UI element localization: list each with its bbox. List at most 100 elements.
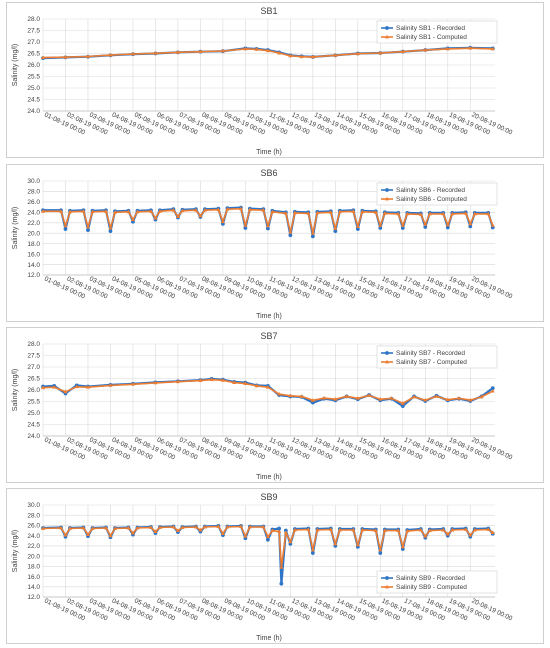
data-point-computed xyxy=(148,525,153,529)
y-tick-label: 24.0 xyxy=(27,533,40,540)
data-point-computed xyxy=(261,524,266,529)
data-point-computed xyxy=(63,223,68,228)
x-axis-label: Time (h) xyxy=(256,149,282,156)
data-point-computed xyxy=(41,385,45,390)
data-point-computed xyxy=(457,396,462,400)
data-point-computed xyxy=(490,388,495,393)
data-point-computed xyxy=(126,209,131,214)
data-point-computed xyxy=(400,223,405,227)
data-point-computed xyxy=(247,524,252,529)
data-point-computed xyxy=(220,48,225,53)
data-point-computed xyxy=(265,48,270,53)
data-point-computed xyxy=(175,528,180,532)
data-point-computed xyxy=(299,394,304,398)
data-point-computed xyxy=(283,211,288,215)
legend-marker-recorded xyxy=(385,26,389,30)
data-point-computed xyxy=(85,385,90,389)
series-line-computed xyxy=(42,47,493,59)
data-point-computed xyxy=(389,396,394,400)
series-line-computed xyxy=(43,207,494,234)
y-tick-label: 12.0 xyxy=(27,272,40,279)
data-point-computed xyxy=(265,385,270,389)
data-point-computed xyxy=(126,525,131,530)
data-point-computed xyxy=(279,565,284,569)
data-point-computed xyxy=(81,209,86,213)
y-axis-label: Salinity (mg/l) xyxy=(12,530,19,572)
data-point-computed xyxy=(400,544,405,549)
data-point-recorded xyxy=(445,225,450,230)
legend-box xyxy=(376,345,498,369)
y-tick-label: 27.0 xyxy=(27,39,40,46)
data-point-computed xyxy=(283,530,288,534)
data-point-computed xyxy=(333,397,338,401)
data-point-computed xyxy=(288,539,293,544)
data-point-recorded xyxy=(378,551,383,555)
data-point-computed xyxy=(238,206,243,211)
data-point-computed xyxy=(157,525,162,529)
data-point-computed xyxy=(373,528,378,532)
data-point-computed xyxy=(254,47,259,51)
y-tick-label: 26.5 xyxy=(27,376,40,383)
data-point-computed xyxy=(423,397,428,402)
y-tick-label: 20.0 xyxy=(27,553,40,560)
data-point-computed xyxy=(310,398,315,402)
data-point-recorded xyxy=(279,581,284,586)
data-point-computed xyxy=(198,527,203,532)
data-point-computed xyxy=(396,528,401,532)
data-point-computed xyxy=(198,213,203,218)
legend-label-recorded: Salinity SB1 - Recorded xyxy=(396,25,465,32)
data-point-computed xyxy=(41,209,45,213)
chart-svg-sb7: SB724.024.525.025.526.026.527.027.528.00… xyxy=(12,331,514,481)
y-tick-label: 24.0 xyxy=(27,433,40,440)
legend-label-computed: Salinity SB6 - Computed xyxy=(396,196,467,203)
data-point-computed xyxy=(108,225,113,230)
data-point-computed xyxy=(85,54,90,58)
data-point-computed xyxy=(486,211,491,216)
data-point-computed xyxy=(74,384,79,389)
y-tick-label: 26.5 xyxy=(27,51,40,58)
data-point-computed xyxy=(232,380,237,385)
y-tick-label: 16.0 xyxy=(27,574,40,581)
data-point-computed xyxy=(41,526,45,530)
legend-marker-computed xyxy=(385,196,389,201)
data-point-computed xyxy=(85,224,90,229)
data-point-computed xyxy=(468,46,473,50)
data-point-computed xyxy=(220,531,225,536)
y-tick-label: 28.0 xyxy=(27,189,40,196)
data-point-computed xyxy=(405,528,410,533)
legend-label-recorded: Salinity SB9 - Recorded xyxy=(396,575,465,582)
data-point-computed xyxy=(445,397,450,402)
data-point-computed xyxy=(243,223,248,227)
y-tick-label: 30.0 xyxy=(27,178,40,185)
data-point-computed xyxy=(112,210,117,214)
data-point-computed xyxy=(153,529,158,533)
data-point-recorded xyxy=(400,404,405,408)
data-point-computed xyxy=(193,524,198,529)
data-point-computed xyxy=(333,541,338,546)
data-point-computed xyxy=(378,223,383,227)
data-point-computed xyxy=(427,528,432,532)
data-point-computed xyxy=(277,50,282,55)
data-point-computed xyxy=(378,50,383,55)
data-point-computed xyxy=(382,211,387,215)
data-point-computed xyxy=(344,394,349,398)
data-point-computed xyxy=(400,49,405,54)
data-point-computed xyxy=(171,524,176,529)
data-point-computed xyxy=(445,46,450,51)
data-point-computed xyxy=(427,211,432,216)
y-tick-label: 24.0 xyxy=(27,210,40,217)
data-point-computed xyxy=(328,527,333,531)
series-line-computed xyxy=(42,378,494,405)
data-point-computed xyxy=(148,209,153,213)
legend-marker-computed xyxy=(385,584,389,589)
data-point-computed xyxy=(225,524,230,529)
data-point-computed xyxy=(412,394,417,399)
data-point-computed xyxy=(445,222,450,227)
data-point-computed xyxy=(243,46,248,51)
y-tick-label: 16.0 xyxy=(27,251,40,258)
data-point-computed xyxy=(202,208,207,212)
y-tick-label: 25.5 xyxy=(27,399,40,406)
chart-panel-sb1: SB1 24.0 24.5 25.0 25.5 26.0 26.5 27.0 27.5 28.0 0… xyxy=(6,2,544,158)
data-point-computed xyxy=(337,209,342,214)
data-point-computed xyxy=(63,389,68,394)
